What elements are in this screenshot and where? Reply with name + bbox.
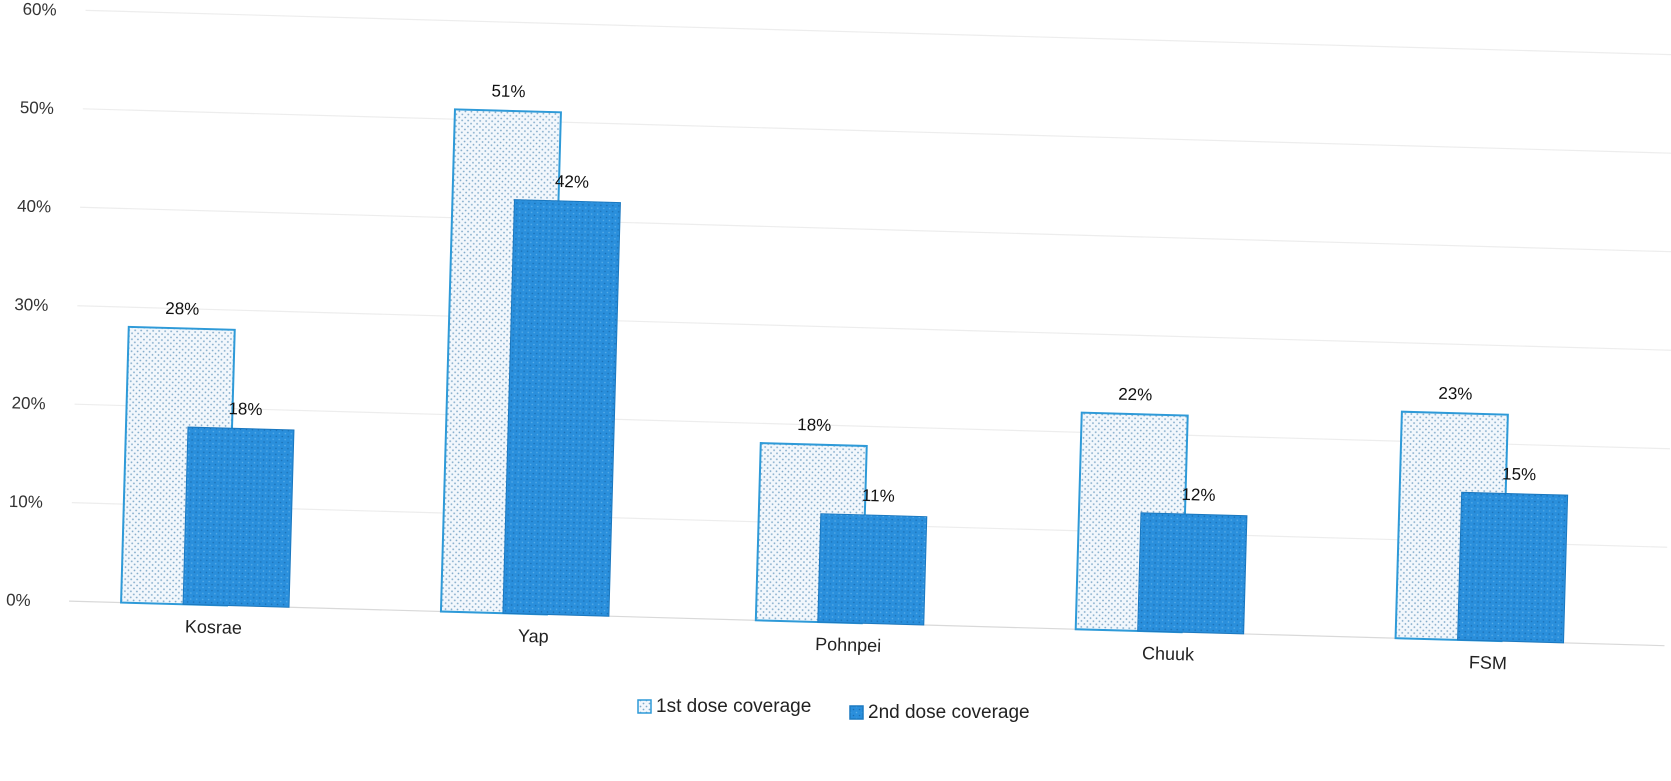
bar-dose2-kosrae xyxy=(182,426,295,608)
gridline xyxy=(85,9,1671,56)
data-label: 28% xyxy=(165,299,200,319)
x-tick-label: Yap xyxy=(518,626,549,647)
bar-dose2-chuuk xyxy=(1137,512,1248,635)
y-tick-label: 40% xyxy=(17,197,52,217)
data-label: 22% xyxy=(1118,385,1153,405)
legend-swatch xyxy=(637,699,652,714)
data-label: 18% xyxy=(228,399,263,419)
y-tick-label: 50% xyxy=(20,98,55,118)
data-labels: 28% 18% 51% 42% 18% 11% 22% 12% 23% 15% xyxy=(165,81,1537,506)
y-tick-label: 0% xyxy=(6,590,31,610)
x-tick-label: Chuuk xyxy=(1142,643,1196,664)
legend: 1st dose coverage 2nd dose coverage xyxy=(637,696,1030,723)
bar-dose2-yap xyxy=(502,199,621,617)
bar-dose2-fsm xyxy=(1457,491,1569,644)
gridline xyxy=(82,108,1671,154)
y-tick-label: 10% xyxy=(9,492,44,512)
x-axis: Kosrae Yap Pohnpei Chuuk FSM xyxy=(185,616,1508,673)
x-tick-label: Pohnpei xyxy=(815,634,882,656)
y-tick-label: 20% xyxy=(11,393,46,413)
bar-dose2-pohnpei xyxy=(817,513,928,626)
data-label: 51% xyxy=(491,81,526,101)
legend-label: 1st dose coverage xyxy=(656,696,811,717)
y-tick-label: 30% xyxy=(14,295,49,315)
x-tick-label: FSM xyxy=(1469,652,1508,673)
legend-swatch xyxy=(849,705,864,720)
bars xyxy=(120,108,1569,644)
legend-label: 2nd dose coverage xyxy=(868,702,1030,723)
data-label: 42% xyxy=(555,172,590,192)
data-label: 11% xyxy=(862,486,895,506)
gridline xyxy=(80,206,1671,253)
data-label: 15% xyxy=(1502,464,1537,484)
data-label: 23% xyxy=(1438,384,1473,404)
data-label: 18% xyxy=(797,415,832,435)
gridline xyxy=(77,305,1671,351)
y-tick-label: 60% xyxy=(22,0,57,20)
data-label: 12% xyxy=(1181,485,1216,505)
x-tick-label: Kosrae xyxy=(185,616,243,638)
